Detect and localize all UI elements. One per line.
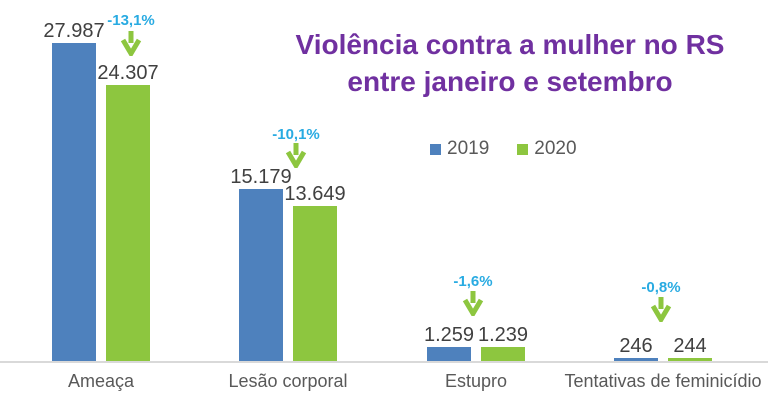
down-arrow-icon — [120, 31, 142, 56]
value-label-2019-1: 27.987 — [43, 20, 105, 42]
bar-2019-3 — [427, 347, 471, 361]
legend-item-2019: 2019 — [430, 138, 489, 160]
x-axis-line — [0, 361, 768, 363]
value-label-2020-4: 244 — [673, 335, 707, 357]
category-label-3: Estupro — [444, 371, 508, 391]
legend-item-2020: 2020 — [517, 138, 577, 160]
legend: 2019 2020 — [430, 138, 577, 160]
bar-2019-4 — [614, 358, 658, 361]
percent-change-label-4: -0,8% — [641, 279, 681, 296]
down-arrow-icon — [462, 291, 484, 316]
bar-2020-1 — [106, 85, 150, 361]
value-label-2019-2: 15.179 — [230, 166, 292, 188]
chart-title: Violência contra a mulher no RS entre ja… — [280, 26, 740, 100]
percent-change-label-2: -10,1% — [272, 126, 320, 143]
bar-2020-4 — [668, 358, 712, 361]
value-label-2019-4: 246 — [619, 335, 653, 357]
category-label-1: Ameaça — [67, 371, 135, 391]
chart-title-line2: entre janeiro e setembro — [347, 66, 673, 97]
down-arrow-icon — [285, 143, 307, 168]
bar-2019-1 — [52, 43, 96, 361]
legend-swatch-2020-icon — [517, 143, 529, 155]
value-label-2020-2: 13.649 — [284, 183, 346, 205]
category-label-4: Tentativas de feminicídio — [564, 371, 762, 391]
bar-2019-2 — [239, 189, 283, 361]
bar-2020-3 — [481, 347, 525, 361]
category-label-2: Lesão corporal — [228, 371, 348, 391]
value-label-2020-1: 24.307 — [97, 62, 159, 84]
down-arrow-icon — [650, 297, 672, 322]
legend-swatch-2019-icon — [430, 143, 441, 155]
percent-change-label-3: -1,6% — [453, 273, 493, 290]
bar-2020-2 — [293, 206, 337, 361]
chart-title-line1: Violência contra a mulher no RS — [295, 29, 725, 60]
value-label-2020-3: 1.239 — [477, 324, 529, 346]
percent-change-label-1: -13,1% — [107, 12, 155, 29]
value-label-2019-3: 1.259 — [423, 324, 475, 346]
legend-label-2019: 2019 — [447, 138, 490, 159]
legend-label-2020: 2020 — [534, 138, 577, 159]
